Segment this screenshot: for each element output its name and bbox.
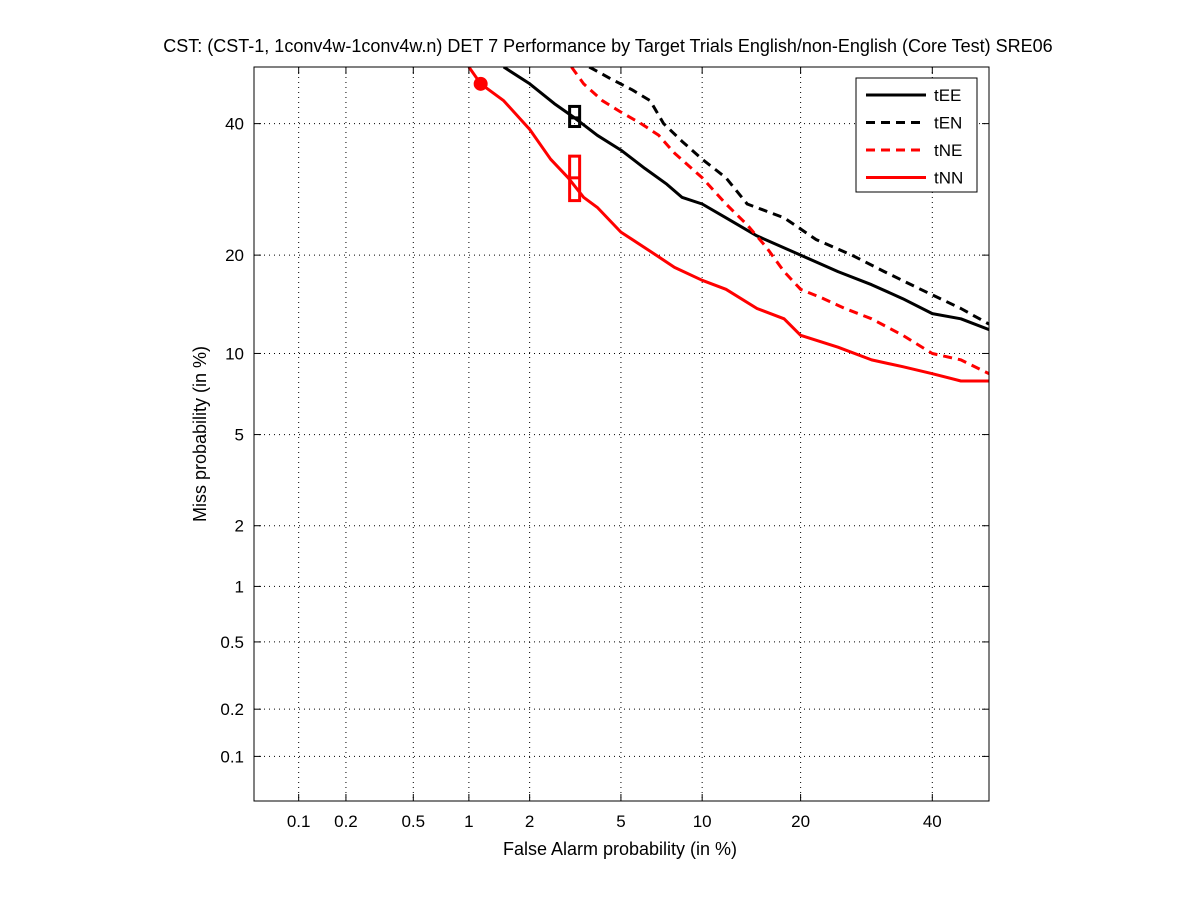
x-tick-label: 0.5 (401, 812, 425, 831)
series-line-tNE (570, 67, 989, 376)
series-markers (473, 76, 582, 203)
y-tick-label: 20 (225, 246, 244, 265)
y-tick-label: 2 (235, 517, 244, 536)
x-axis-title: False Alarm probability (in %) (503, 839, 737, 859)
legend-label-tNN: tNN (934, 169, 963, 188)
x-tick-label: 20 (791, 812, 810, 831)
y-tick-label: 0.2 (220, 700, 244, 719)
x-tick-label: 1 (464, 812, 473, 831)
y-tick-label: 40 (225, 115, 244, 134)
chart-title: CST: (CST-1, 1conv4w-1conv4w.n) DET 7 Pe… (163, 36, 1052, 56)
plot-frame (253, 66, 990, 802)
legend-label-tEN: tEN (934, 114, 962, 133)
x-tick-labels: 0.1 0.2 0.5 1 2 5 10 20 40 (287, 812, 942, 831)
legend: tEE tEN tNE tNN (855, 77, 978, 193)
y-tick-label: 1 (235, 577, 244, 596)
x-tick-label: 5 (616, 812, 625, 831)
y-tick-label: 10 (225, 344, 244, 363)
y-tick-label: 5 (235, 426, 244, 445)
x-tick-label: 40 (923, 812, 942, 831)
x-tick-label: 0.1 (287, 812, 311, 831)
y-tick-label: 0.5 (220, 633, 244, 652)
series-line-tEN (588, 67, 989, 326)
legend-label-tEE: tEE (934, 86, 961, 105)
x-tick-label: 0.2 (334, 812, 358, 831)
y-axis-title: Miss probability (in %) (190, 346, 210, 522)
marker-circle-tNN (473, 76, 488, 91)
legend-box (855, 77, 978, 193)
legend-label-tNE: tNE (934, 141, 962, 160)
y-tick-label: 0.1 (220, 747, 244, 766)
axis-ticks (254, 67, 989, 801)
x-tick-label: 10 (693, 812, 712, 831)
series-line-tNN (467, 67, 989, 383)
x-tick-label: 2 (525, 812, 534, 831)
y-tick-labels: 0.1 0.2 0.5 1 2 5 10 20 40 (220, 115, 244, 767)
